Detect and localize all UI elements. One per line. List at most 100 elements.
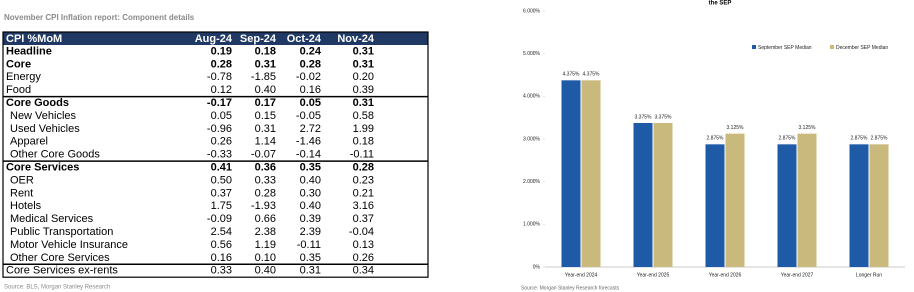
value-label: 2.875% [707,136,725,142]
table-cell: 0.23 [353,174,374,186]
bar [561,80,581,267]
bar [725,133,745,267]
table-cell: Food [6,84,31,96]
table-cell: 0.58 [353,110,374,122]
table-cell: 0.05 [211,110,232,122]
table-cell: 1.19 [255,239,276,251]
bar [653,123,673,267]
bar [705,144,725,267]
table-cell: 0.39 [300,213,321,225]
table-cell: 0.33 [255,174,276,186]
table-cell: -0.04 [349,226,374,238]
table-cell: 0.28 [255,187,276,199]
legend-label: September SEP Median [758,45,812,51]
table-cell: 0.18 [353,136,374,148]
table-cell: 0.15 [255,110,276,122]
table-cell: 0.26 [211,136,232,148]
table-cell: Public Transportation [10,226,113,238]
table-cell: -1.46 [296,136,321,148]
table-cell: 0.28 [300,58,321,70]
y-tick-label: 4.000% [523,94,541,100]
table-cell: 0.31 [353,97,374,109]
table-cell: -0.14 [296,149,321,161]
bar [777,144,797,267]
table-cell: 0.37 [353,213,374,225]
bar [869,144,889,267]
table-cell: 0.28 [211,58,232,70]
table-header-cell: Nov-24 [337,33,375,45]
value-label: 3.125% [799,125,817,131]
table-cell: 0.16 [211,252,232,264]
table-cell: 0.24 [300,45,322,57]
table-cell: Medical Services [10,213,94,225]
table-cell: 0.31 [300,265,321,277]
table-cell: 0.56 [211,239,232,251]
table-cell: 0.19 [211,45,232,57]
x-tick-label: Year-end 2024 [565,272,598,278]
table-cell: Used Vehicles [10,123,80,135]
table-source: Source: BLS, Morgan Stanley Research [4,285,110,291]
table-cell: 0.16 [300,84,321,96]
table-cell: 2.38 [255,226,276,238]
x-tick-label: Year-end 2026 [709,272,742,278]
value-label: 3.375% [635,114,653,120]
table-cell: 0.30 [300,187,321,199]
table-cell: 2.54 [211,226,232,238]
table-cell: 0.40 [300,174,321,186]
chart-title: the SEP [709,1,732,7]
table-cell: Apparel [10,136,48,148]
table-cell: Core [6,58,31,70]
y-tick-label: 2.000% [523,179,541,185]
table-cell: -0.78 [207,71,232,83]
table-cell: 0.31 [255,123,276,135]
value-label: 2.875% [871,136,889,142]
table-cell: Headline [6,45,52,57]
table-cell: 0.12 [211,84,232,96]
table-cell: 0.31 [353,58,374,70]
table-cell: 0.36 [255,161,276,173]
table-cell: -1.85 [251,71,276,83]
table-header-cell: Oct-24 [287,33,322,45]
table-cell: 0.17 [255,97,276,109]
table-cell: 0.40 [255,84,276,96]
table-cell: 0.31 [353,45,374,57]
table-cell: 0.10 [255,252,276,264]
table-cell: 2.39 [300,226,321,238]
bar [633,123,653,267]
bar [797,133,817,267]
table-header-cell: Aug-24 [195,33,233,45]
table-cell: 0.37 [211,187,232,199]
legend-swatch [752,45,756,49]
table-cell: 0.21 [353,187,374,199]
table-cell: Core Goods [6,97,69,109]
table-cell: Core Services [6,161,79,173]
table-cell: 0.33 [211,265,232,277]
table-cell: Hotels [10,200,42,212]
table-cell: 0.40 [300,200,321,212]
table-cell: -0.11 [297,239,321,251]
value-label: 2.875% [779,136,797,142]
value-label: 2.875% [851,136,869,142]
table-cell: 0.66 [255,213,276,225]
table-header-cell: Sep-24 [240,33,277,45]
table-cell: -0.33 [207,149,232,161]
table-cell: 0.34 [353,265,374,277]
table-cell: 0.20 [353,71,374,83]
table-cell: 1.14 [255,136,276,148]
table-cell: -1.93 [251,200,276,212]
value-label: 3.125% [727,125,745,131]
table-cell: 0.40 [255,265,276,277]
table-cell: 1.99 [353,123,374,135]
table-cell: -0.11 [350,149,374,161]
table-cell: Other Core Goods [10,149,100,161]
table-cell: 1.75 [211,200,232,212]
table-cell: -0.17 [207,97,232,109]
table-header-cell: CPI %MoM [6,33,62,45]
table-cell: Core Services ex-rents [6,265,118,277]
table-cell: -0.09 [207,213,232,225]
bar [581,80,601,267]
table-cell: Motor Vehicle Insurance [10,239,128,251]
table-cell: 0.35 [300,161,321,173]
x-tick-label: Year-end 2025 [637,272,670,278]
